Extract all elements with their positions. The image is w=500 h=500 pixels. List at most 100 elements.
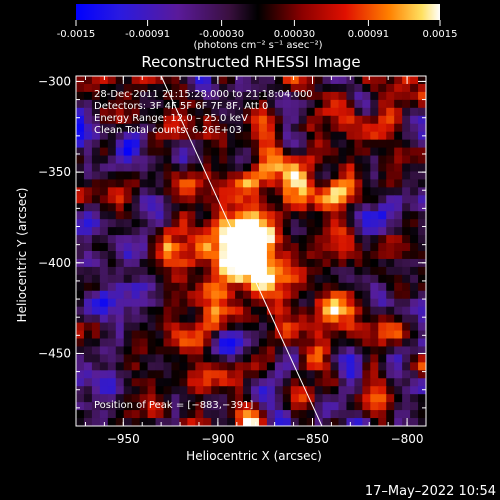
heatmap-cell: [203, 346, 212, 355]
heatmap-cell: [203, 306, 212, 316]
heatmap-cell: [171, 386, 180, 395]
heatmap-cell: [123, 314, 133, 324]
heatmap-cell: [354, 266, 363, 276]
heatmap-cell: [187, 322, 196, 332]
colorbar-ticks: -0.0015 -0.00091 -0.00030 0.00030 0.00091 0.0…: [57, 20, 458, 40]
heatmap-cell: [274, 418, 284, 426]
heatmap-cell: [346, 76, 355, 85]
heatmap-cell: [274, 410, 284, 419]
heatmap-cell: [219, 258, 228, 268]
heatmap-cell: [346, 235, 355, 244]
heatmap-cell: [179, 131, 188, 141]
heatmap-cell: [346, 123, 355, 133]
heatmap-cell: [235, 131, 244, 141]
heatmap-cell: [195, 370, 204, 379]
heatmap-cell: [123, 76, 133, 85]
heatmap-cell: [418, 107, 426, 117]
heatmap-cell: [171, 203, 180, 212]
heatmap-cell: [107, 346, 117, 355]
heatmap-cell: [83, 338, 93, 348]
heatmap-cell: [346, 107, 355, 117]
heatmap-cell: [290, 266, 300, 276]
heatmap-cell: [290, 99, 300, 109]
heatmap-cell: [410, 163, 419, 173]
heatmap-cell: [211, 219, 220, 228]
heatmap-cell: [322, 251, 332, 260]
heatmap-cell: [227, 314, 236, 324]
heatmap-cell: [115, 330, 125, 340]
heatmap-cell: [386, 187, 395, 196]
heatmap-cell: [155, 306, 165, 316]
heatmap-cell: [258, 155, 268, 165]
heatmap-cell: [163, 402, 173, 411]
heatmap-cell: [195, 418, 204, 426]
heatmap-cell: [402, 394, 411, 403]
heatmap-cell: [235, 386, 244, 395]
heatmap-cell: [195, 91, 204, 101]
heatmap-cell: [155, 227, 165, 236]
heatmap-cell: [195, 354, 204, 363]
heatmap-cell: [155, 76, 165, 85]
heatmap-cell: [354, 187, 363, 196]
heatmap-cell: [346, 211, 355, 220]
heatmap-cell: [107, 418, 117, 426]
heatmap-cell: [330, 410, 340, 419]
heatmap-cell: [330, 418, 340, 426]
heatmap-cell: [187, 171, 196, 180]
heatmap-cell: [274, 211, 284, 220]
heatmap-cell: [147, 338, 157, 348]
heatmap-cell: [211, 306, 220, 316]
heatmap-cell: [282, 290, 292, 300]
heatmap-cell: [338, 219, 348, 228]
heatmap-cell: [171, 410, 180, 419]
heatmap-cell: [163, 290, 173, 300]
heatmap-cell: [314, 338, 324, 348]
heatmap-cell: [322, 274, 332, 284]
heatmap-cell: [322, 402, 332, 411]
heatmap-cell: [91, 155, 101, 165]
heatmap-cell: [274, 179, 284, 188]
heatmap-cell: [290, 123, 300, 133]
heatmap-cell: [163, 306, 173, 316]
heatmap-cell: [290, 115, 300, 125]
heatmap-cell: [418, 179, 426, 188]
heatmap-cell: [266, 131, 276, 141]
heatmap-cell: [179, 179, 188, 188]
heatmap-cell: [402, 314, 411, 324]
heatmap-cell: [131, 171, 141, 180]
heatmap-cell: [243, 362, 252, 371]
heatmap-cell: [402, 123, 411, 133]
heatmap-cell: [139, 378, 149, 387]
heatmap-cell: [314, 274, 324, 284]
heatmap-cell: [227, 243, 236, 252]
heatmap-cell: [386, 147, 395, 157]
heatmap-cell: [402, 155, 411, 165]
heatmap-cell: [418, 147, 426, 157]
heatmap-cell: [266, 179, 276, 188]
heatmap-cell: [338, 266, 348, 276]
heatmap-cell: [266, 227, 276, 236]
heatmap-cell: [370, 274, 379, 284]
heatmap-cell: [362, 402, 371, 411]
heatmap-cell: [298, 99, 308, 109]
heatmap-cell: [107, 266, 117, 276]
heatmap-cell: [338, 258, 348, 268]
heatmap-cell: [322, 290, 332, 300]
heatmap-cell: [187, 418, 196, 426]
heatmap-cell: [227, 402, 236, 411]
heatmap-cell: [314, 378, 324, 387]
heatmap-cell: [171, 211, 180, 220]
heatmap-cell: [123, 386, 133, 395]
heatmap-cell: [258, 179, 268, 188]
heatmap-cell: [298, 378, 308, 387]
heatmap-cell: [251, 410, 260, 419]
heatmap-cell: [370, 203, 379, 212]
info-line-time: 28-Dec-2011 21:15:28.000 to 21:18:04.000: [94, 89, 313, 100]
heatmap-cell: [378, 147, 387, 157]
heatmap-cell: [179, 306, 188, 316]
heatmap-cell: [131, 243, 141, 252]
heatmap-cell: [378, 115, 387, 125]
heatmap-cell: [76, 219, 85, 228]
heatmap-cell: [203, 418, 212, 426]
heatmap-cell: [402, 362, 411, 371]
